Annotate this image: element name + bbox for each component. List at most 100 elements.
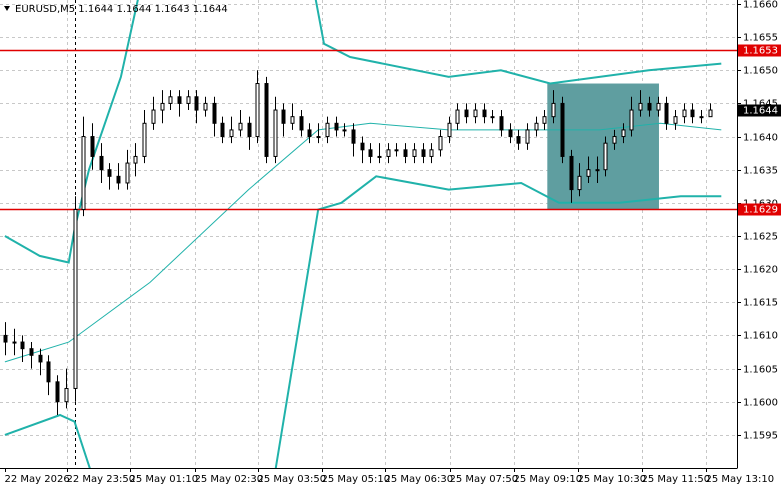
candle-body: [394, 149, 399, 152]
candle-body: [447, 122, 452, 138]
candle-body: [368, 149, 373, 157]
candle-body: [612, 136, 617, 144]
price-label-box: [738, 203, 781, 216]
x-tick-label: 25 May 09:10: [514, 474, 583, 485]
x-tick-label: 25 May 02:30: [195, 474, 264, 485]
candle-body: [273, 109, 278, 157]
candle-body: [621, 129, 626, 138]
candle-body: [38, 354, 43, 363]
last-price-label: 1.1644: [743, 106, 778, 117]
candle-body: [473, 109, 478, 118]
candle-body: [238, 122, 243, 131]
candle-body: [316, 136, 321, 139]
candle-body: [342, 129, 347, 132]
x-tick-label: 25 May 13:10: [706, 474, 775, 485]
last-price-box: [738, 104, 781, 117]
candle-body: [455, 109, 460, 124]
price-label: 1.1653: [743, 46, 778, 57]
candle-body: [90, 136, 95, 157]
candle-body: [360, 142, 365, 151]
candle-body: [203, 102, 208, 111]
candle-body: [673, 116, 678, 124]
candle-body: [220, 122, 225, 138]
candle-body: [412, 149, 417, 157]
candle-body: [403, 149, 408, 157]
candle-body: [151, 109, 156, 124]
y-tick-label: 1.1625: [743, 232, 778, 243]
candle-body: [542, 116, 547, 124]
y-tick-label: 1.1660: [743, 0, 778, 11]
candle-body: [534, 122, 539, 131]
candle-body: [186, 96, 191, 104]
candle-body: [133, 155, 138, 164]
candle-body: [429, 149, 434, 157]
candle-body: [499, 116, 504, 131]
candle-body: [577, 175, 582, 191]
plot-area: [0, 0, 737, 468]
candle-body: [603, 142, 608, 171]
candle-body: [516, 136, 521, 144]
candle-body: [212, 102, 217, 124]
candle-body: [351, 129, 356, 144]
candle-body: [142, 122, 147, 157]
candle-body: [551, 102, 556, 118]
y-tick-label: 1.1650: [743, 66, 778, 77]
price-label-box: [738, 44, 781, 57]
x-tick-label: 22 May 2026: [5, 474, 70, 485]
y-tick-label: 1.1605: [743, 365, 778, 376]
candle-body: [629, 109, 634, 131]
candle-body: [73, 208, 78, 389]
candle-body: [656, 102, 661, 111]
x-tick-label: 25 May 06:30: [385, 474, 454, 485]
candle-body: [29, 348, 34, 356]
candle-body: [299, 116, 304, 131]
candle-body: [264, 83, 269, 157]
candle-body: [3, 334, 8, 343]
candle-body: [168, 96, 173, 104]
y-tick-label: 1.1640: [743, 133, 778, 144]
chart-title: EURUSD,M5 1.1644 1.1644 1.1643 1.1644: [15, 4, 228, 15]
y-tick-label: 1.1655: [743, 33, 778, 44]
symbol-menu-icon[interactable]: [4, 6, 10, 11]
y-tick-label: 1.1595: [743, 431, 778, 442]
candle-body: [307, 129, 312, 138]
candle-body: [377, 155, 382, 158]
candle-body: [20, 341, 25, 350]
candle-body: [586, 169, 591, 177]
candle-body: [386, 149, 391, 157]
candle-body: [508, 129, 513, 138]
x-tick-label: 22 May 23:50: [67, 474, 136, 485]
bollinger-band: [4, 175, 722, 468]
candle-body: [421, 149, 426, 157]
candle-body: [699, 116, 704, 119]
candle-body: [664, 102, 669, 124]
y-tick-label: 1.1635: [743, 166, 778, 177]
candle-body: [490, 116, 495, 119]
candle-body: [438, 136, 443, 151]
x-tick-label: 25 May 05:10: [322, 474, 391, 485]
candle-body: [107, 169, 112, 177]
candle-body: [255, 83, 260, 138]
price-label: 1.1629: [743, 205, 778, 216]
candle-body: [464, 109, 469, 118]
candle-body: [525, 129, 530, 144]
candle-body: [595, 169, 600, 172]
candle-body: [638, 102, 643, 111]
candle-body: [125, 162, 130, 184]
candle-body: [247, 122, 252, 138]
candle-body: [177, 96, 182, 104]
candle-body: [290, 116, 295, 124]
x-tick-label: 25 May 03:50: [258, 474, 327, 485]
candle-body: [325, 122, 330, 138]
candle-body: [334, 122, 339, 131]
candle-body: [194, 96, 199, 111]
x-tick-label: 25 May 10:30: [578, 474, 647, 485]
candle-body: [116, 175, 121, 184]
candle-body: [708, 109, 713, 118]
candle-body: [81, 136, 86, 210]
y-tick-label: 1.1645: [743, 99, 778, 110]
